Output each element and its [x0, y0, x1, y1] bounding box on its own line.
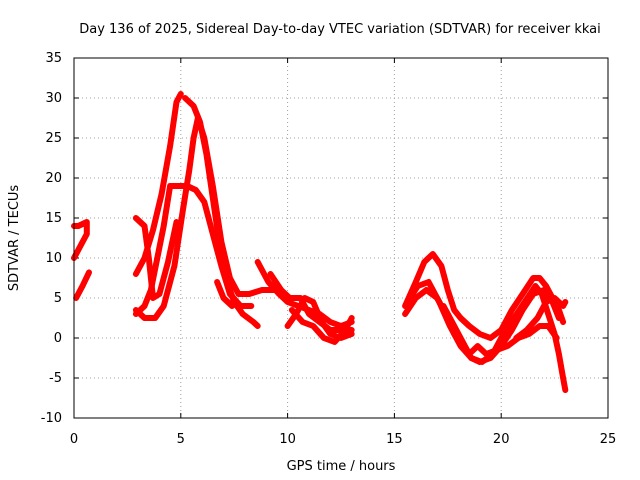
- y-tick-label: 35: [45, 51, 62, 66]
- series-day-3: [132, 215, 180, 301]
- x-axis-label: GPS time / hours: [287, 459, 396, 474]
- series-day-9: [267, 271, 355, 333]
- y-axis-label: SDTVAR / TECUs: [7, 185, 22, 292]
- y-tick-label: 10: [45, 251, 62, 266]
- y-tick-label: 5: [54, 291, 62, 306]
- x-tick-label: 0: [70, 432, 78, 447]
- y-tick-label: 20: [45, 171, 62, 186]
- series-day-1: [71, 219, 90, 261]
- series-day-16: [513, 295, 569, 341]
- chart-title: Day 136 of 2025, Sidereal Day-to-day VTE…: [79, 22, 601, 37]
- x-tick-label: 25: [600, 432, 617, 447]
- y-tick-label: -10: [41, 411, 62, 426]
- series-day-1b: [73, 269, 92, 301]
- grid-layer: [74, 58, 608, 418]
- y-tick-label: 0: [54, 331, 62, 346]
- y-tick-label: 30: [45, 91, 62, 106]
- y-tick-label: 15: [45, 211, 62, 226]
- x-tick-label: 10: [279, 432, 296, 447]
- series-day-11: [288, 307, 355, 345]
- series-day-2: [132, 91, 184, 277]
- series-day-15: [440, 303, 560, 357]
- axis-ticks: 0 5 10 15 20 25 -10 -5 0 5 10 15 20 25 30 35: [41, 51, 617, 447]
- series-day-7: [214, 279, 236, 309]
- y-tick-label: 25: [45, 131, 62, 146]
- series-day-12: [402, 251, 567, 341]
- y-tick-label: -5: [49, 371, 62, 386]
- plot-frame: [73, 57, 609, 419]
- series-day-6: [182, 95, 261, 329]
- data-layer: [71, 91, 569, 393]
- x-tick-label: 15: [386, 432, 403, 447]
- x-tick-label: 20: [493, 432, 510, 447]
- x-tick-label: 5: [177, 432, 185, 447]
